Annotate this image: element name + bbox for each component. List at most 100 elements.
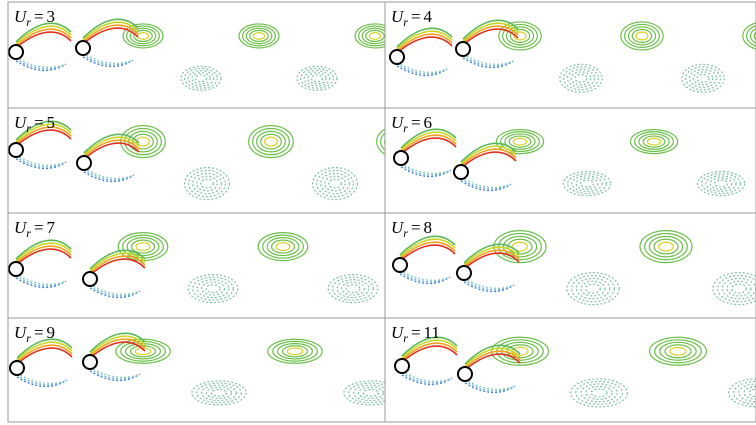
cylinder xyxy=(390,50,404,64)
cylinder xyxy=(393,258,407,272)
negative-contour xyxy=(575,74,587,82)
cylinder xyxy=(83,272,97,286)
panel-label: Ur=6 xyxy=(391,113,432,135)
panel-label: Ur=4 xyxy=(391,7,433,29)
cylinder xyxy=(395,359,409,373)
panel: Ur=5 xyxy=(8,108,421,213)
negative-contour xyxy=(744,386,756,399)
negative-contour xyxy=(311,75,322,82)
page: Ur=3Ur=4Ur=5Ur=6Ur=7Ur=8Ur=9Ur=11 (() =>… xyxy=(0,0,756,425)
positive-contour xyxy=(263,235,304,258)
cylinder xyxy=(77,156,91,170)
flow-field xyxy=(9,19,395,90)
negative-contour xyxy=(193,277,234,300)
label-sign: = xyxy=(34,218,44,237)
negative-contour xyxy=(710,178,732,189)
negative-contour xyxy=(580,180,593,187)
cylinder xyxy=(9,143,23,157)
label-subscript: r xyxy=(403,121,408,135)
label-value: 4 xyxy=(424,7,433,26)
negative-contour xyxy=(185,168,230,200)
negative-contour xyxy=(346,285,360,293)
positive-contour xyxy=(258,233,308,261)
label-value: 11 xyxy=(424,323,440,342)
label-value: 6 xyxy=(424,113,433,132)
positive-contour xyxy=(647,138,660,145)
flow-field xyxy=(9,233,448,303)
panel-border xyxy=(8,318,385,422)
negative-contour xyxy=(313,168,358,200)
negative-contour xyxy=(211,390,226,397)
flow-field xyxy=(395,337,756,407)
positive-contour xyxy=(640,231,692,263)
label-sign: = xyxy=(34,113,44,132)
panel: Ur=7 xyxy=(8,213,448,318)
negative-contour xyxy=(686,67,721,90)
negative-contour xyxy=(591,389,607,397)
positive-contour xyxy=(635,132,674,152)
flow-field xyxy=(393,231,756,305)
positive-contour xyxy=(650,337,707,365)
positive-contour xyxy=(261,134,282,149)
negative-contour xyxy=(206,285,220,293)
label-value: 7 xyxy=(47,218,56,237)
positive-contour xyxy=(287,348,302,355)
negative-contour xyxy=(734,381,756,404)
panel-border xyxy=(8,2,385,108)
positive-contour xyxy=(621,22,663,50)
panel: Ur=9 xyxy=(8,318,398,422)
positive-contour xyxy=(136,243,150,251)
positive-contour xyxy=(499,22,541,50)
panel-border xyxy=(385,2,756,108)
label-sign: = xyxy=(411,218,421,237)
positive-contour xyxy=(513,138,526,145)
label-sign: = xyxy=(34,323,44,342)
negative-contour xyxy=(572,275,615,301)
label-value: 8 xyxy=(424,218,433,237)
positive-contour xyxy=(268,339,322,363)
negative-contour xyxy=(739,384,756,402)
positive-contour xyxy=(137,33,148,40)
cylinder xyxy=(83,355,97,369)
negative-contour xyxy=(693,72,713,85)
negative-contour xyxy=(197,383,242,403)
label-sign: = xyxy=(411,7,421,26)
label-subscript: r xyxy=(26,331,31,345)
negative-contour xyxy=(576,178,598,189)
positive-contour xyxy=(359,26,392,46)
label-sign: = xyxy=(411,113,421,132)
panel-border xyxy=(8,213,385,318)
figure: Ur=3Ur=4Ur=5Ur=6Ur=7Ur=8Ur=9Ur=11 xyxy=(0,0,756,425)
positive-contour xyxy=(636,32,648,40)
negative-contour xyxy=(297,66,337,90)
cylinder xyxy=(10,361,24,375)
negative-contour xyxy=(563,172,610,196)
panel-border xyxy=(385,213,756,318)
negative-contour xyxy=(697,74,709,82)
positive-contour xyxy=(239,24,279,48)
cylinder xyxy=(457,266,471,280)
panel: Ur=8 xyxy=(385,213,756,318)
flow-field xyxy=(10,333,398,405)
negative-contour xyxy=(718,275,756,301)
negative-contour xyxy=(181,66,221,90)
cylinder xyxy=(9,45,23,59)
positive-contour xyxy=(645,233,688,259)
negative-contour xyxy=(732,284,747,293)
label-subscript: r xyxy=(26,121,31,135)
panel: Ur=6 xyxy=(385,108,756,213)
label-sign: = xyxy=(411,323,421,342)
panel-label: Ur=8 xyxy=(391,218,432,240)
positive-contour xyxy=(243,26,276,46)
label-value: 5 xyxy=(47,113,56,132)
negative-contour xyxy=(344,381,398,405)
positive-contour xyxy=(654,239,678,254)
negative-contour xyxy=(697,172,744,196)
panel: Ur=11 xyxy=(385,318,756,422)
negative-contour xyxy=(727,281,751,296)
cylinder xyxy=(458,367,472,381)
cylinder xyxy=(456,42,470,56)
negative-contour xyxy=(682,64,724,92)
negative-contour xyxy=(567,273,619,305)
label-sign: = xyxy=(34,7,44,26)
